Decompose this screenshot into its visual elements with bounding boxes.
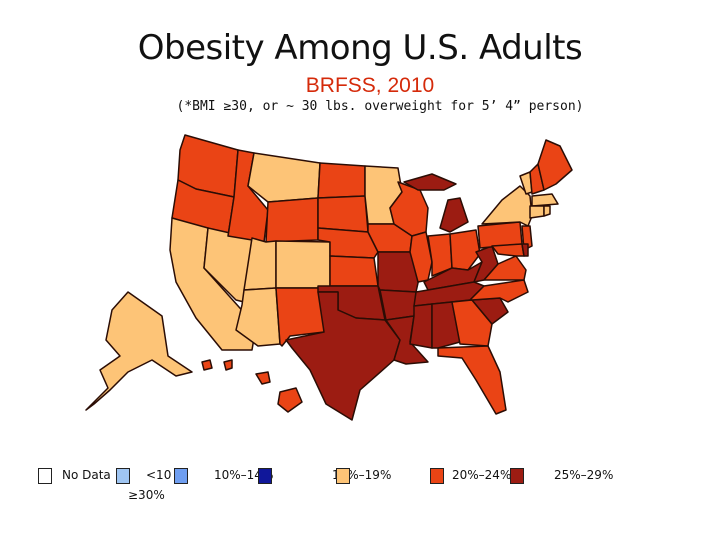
- state-delaware: [521, 243, 529, 257]
- state-wyoming: [265, 197, 319, 243]
- legend-label-25-29: 25%–29%: [554, 468, 614, 482]
- state-alabama: [431, 301, 461, 349]
- legend-label-lt10: <10: [146, 468, 172, 482]
- map-title: Obesity Among U.S. Adults: [137, 28, 583, 68]
- legend-swatch-no-data: [38, 468, 52, 484]
- state-maryland: [491, 243, 525, 257]
- legend-swatch-25-29: [430, 468, 444, 484]
- map-subtitle: BRFSS, 2010: [305, 74, 435, 97]
- state-hawaii-big: [277, 387, 303, 413]
- state-north-dakota: [317, 162, 366, 199]
- legend-label-ge30: ≥30%: [128, 488, 165, 502]
- state-south-dakota: [317, 195, 369, 233]
- state-new-york: [481, 185, 533, 227]
- state-ohio: [449, 229, 481, 271]
- state-texas: [285, 291, 401, 421]
- state-massachusetts: [531, 193, 559, 207]
- state-arkansas: [379, 289, 417, 321]
- legend: No Data <10 10%–14% 15%–19% 20%–24% 25%–…: [0, 462, 720, 532]
- state-mississippi: [409, 303, 433, 349]
- legend-swatch-10-14: [174, 468, 188, 484]
- legend-swatch-lt10: [116, 468, 130, 484]
- bmi-note: (*BMI ≥30, or ~ 30 lbs. overweight for 5…: [176, 99, 584, 114]
- us-obesity-map: [85, 134, 573, 421]
- legend-swatch-ge30: [510, 468, 524, 484]
- legend-label-20-24: 20%–24%: [452, 468, 512, 482]
- legend-label-no-data: No Data: [62, 468, 111, 482]
- state-kansas: [329, 255, 379, 287]
- state-montana: [247, 152, 321, 203]
- state-north-carolina: [469, 279, 529, 303]
- state-connecticut: [529, 205, 545, 219]
- state-georgia: [451, 299, 493, 347]
- state-florida: [437, 345, 507, 415]
- state-indiana: [427, 233, 453, 277]
- state-michigan-lower: [439, 197, 469, 233]
- state-hawaii-oahu: [223, 359, 233, 371]
- state-hawaii-maui: [255, 371, 271, 385]
- state-maine: [537, 139, 573, 191]
- state-hawaii-kauai: [201, 359, 213, 371]
- state-alaska: [85, 291, 193, 411]
- legend-swatch-15-19: [258, 468, 272, 484]
- state-virginia: [483, 255, 527, 281]
- state-michigan: [403, 173, 457, 191]
- state-colorado: [275, 240, 331, 289]
- state-rhode-island: [543, 205, 551, 217]
- legend-swatch-20-24: [336, 468, 350, 484]
